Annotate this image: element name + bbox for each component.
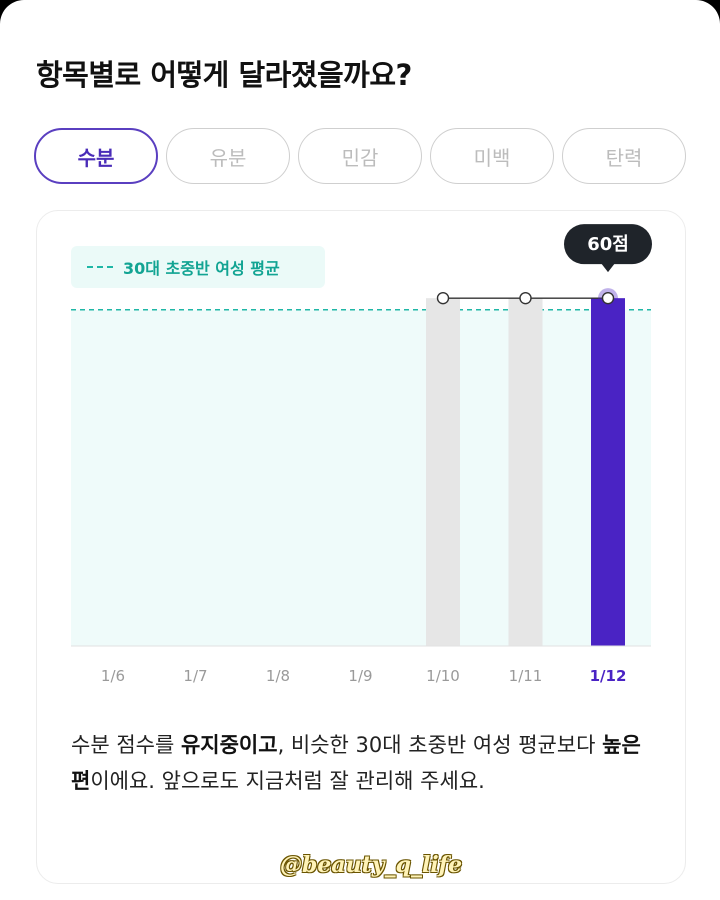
tooltip-bubble bbox=[564, 224, 652, 265]
bar-1-10 bbox=[426, 298, 460, 646]
description-text-1: 수분 점수를 bbox=[71, 733, 181, 757]
x-tick-label: 1/9 bbox=[348, 667, 372, 685]
score-chart: 60점 1/6 1/7 1/8 1/9 1/10 1/11 1/12 bbox=[71, 224, 652, 685]
tab-whitening[interactable]: 미백 bbox=[430, 128, 554, 184]
tab-elasticity[interactable]: 탄력 bbox=[562, 128, 686, 184]
watermark-text: @beauty_q_life bbox=[280, 852, 463, 878]
tooltip-pointer bbox=[601, 263, 615, 273]
average-band bbox=[71, 309, 651, 646]
x-tick-label: 1/12 bbox=[590, 667, 627, 685]
legend-label: 30대 초중반 여성 평균 bbox=[123, 259, 280, 278]
bar-1-12 bbox=[591, 298, 625, 646]
x-tick-label: 1/7 bbox=[183, 667, 207, 685]
chart-card: 60점 1/6 1/7 1/8 1/9 1/10 1/11 1/12 30대 초중반 여성 평… bbox=[36, 210, 686, 884]
score-point bbox=[436, 291, 450, 305]
x-tick-label: 1/6 bbox=[101, 667, 125, 685]
tab-oil[interactable]: 유분 bbox=[166, 128, 290, 184]
x-tick-label: 1/10 bbox=[426, 667, 460, 685]
description-emphasis-2: 높은 편 bbox=[71, 733, 641, 793]
description-text-3: 이에요. 앞으로도 지금처럼 잘 관리해 주세요. bbox=[90, 769, 485, 793]
dashed-line-icon bbox=[87, 266, 113, 268]
score-point bbox=[519, 291, 532, 305]
description-emphasis-1: 유지중이고 bbox=[180, 733, 278, 757]
tab-sensitivity[interactable]: 민감 bbox=[298, 128, 422, 184]
tab-moisture[interactable]: 수분 bbox=[34, 128, 158, 184]
section-title: 항목별로 어떻게 달라졌을까요? bbox=[36, 58, 412, 92]
average-legend: 30대 초중반 여성 평균 bbox=[71, 246, 325, 288]
bar-1-11 bbox=[508, 298, 543, 646]
description-text-2: , 비슷한 30대 초중반 여성 평균보다 bbox=[277, 733, 603, 757]
x-tick-label: 1/8 bbox=[266, 667, 290, 685]
result-description: 수분 점수를 유지중이고, 비슷한 30대 초중반 여성 평균보다 높은 편이에… bbox=[71, 727, 661, 799]
score-point bbox=[601, 291, 615, 305]
x-tick-label: 1/11 bbox=[509, 667, 543, 685]
tooltip-label: 60점 bbox=[587, 234, 629, 255]
